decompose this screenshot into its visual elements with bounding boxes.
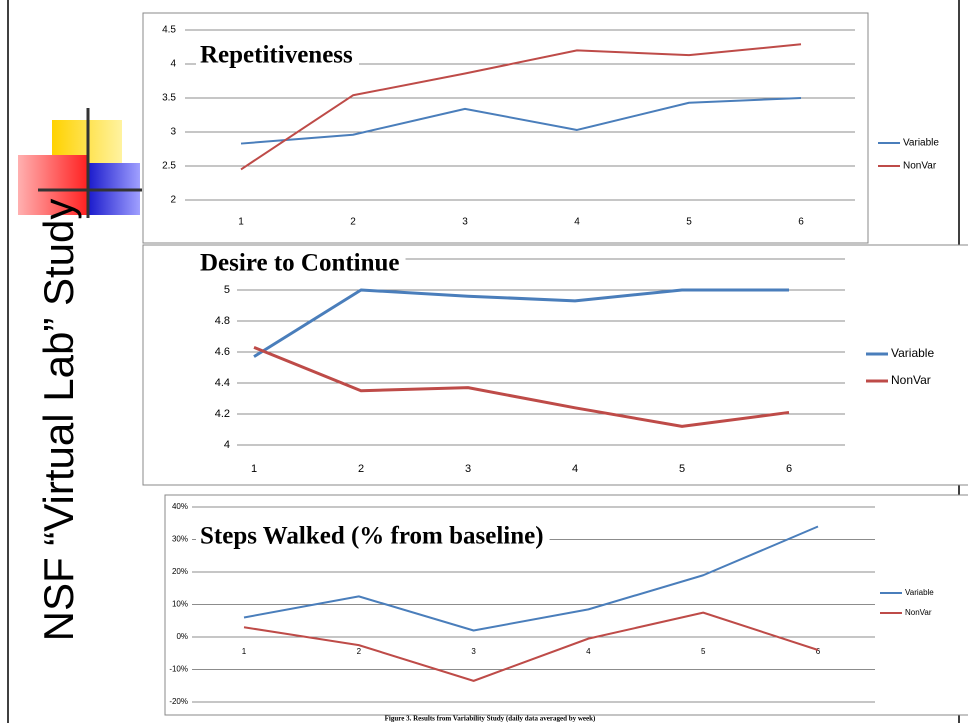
x-tick-label: 2 bbox=[350, 217, 356, 228]
y-tick-label: 5 bbox=[224, 284, 230, 296]
y-tick-label: -10% bbox=[169, 665, 188, 674]
x-tick-label: 4 bbox=[572, 463, 578, 475]
y-tick-label: 20% bbox=[172, 567, 188, 576]
chart-title: Steps Walked (% from baseline) bbox=[200, 523, 544, 550]
chart-frame bbox=[143, 245, 968, 485]
caption: Figure 3. Results from Variability Study… bbox=[385, 715, 596, 723]
x-tick-label: 3 bbox=[462, 217, 468, 228]
y-tick-label: 3.5 bbox=[162, 93, 176, 104]
y-tick-label: 4.8 bbox=[215, 315, 230, 327]
x-tick-label: 2 bbox=[358, 463, 364, 475]
y-tick-label: 2.5 bbox=[162, 161, 176, 172]
y-tick-label: 4.4 bbox=[215, 377, 230, 389]
chart-title: Repetitiveness bbox=[200, 42, 353, 69]
y-tick-label: 4 bbox=[224, 439, 230, 451]
x-tick-label: 4 bbox=[586, 647, 591, 656]
slide-title: NSF “Virtual Lab” Study bbox=[35, 199, 82, 642]
x-tick-label: 6 bbox=[798, 217, 804, 228]
x-tick-label: 1 bbox=[242, 647, 247, 656]
legend-label: NonVar bbox=[903, 161, 937, 172]
x-tick-label: 3 bbox=[465, 463, 471, 475]
x-tick-label: 5 bbox=[701, 647, 706, 656]
x-tick-label: 5 bbox=[686, 217, 692, 228]
slide: NSF “Virtual Lab” Study Figure 3. Result… bbox=[0, 0, 968, 723]
legend-label: Variable bbox=[905, 588, 934, 597]
y-tick-label: 4.6 bbox=[215, 346, 230, 358]
y-tick-label: 0% bbox=[176, 632, 188, 641]
x-tick-label: 4 bbox=[574, 217, 580, 228]
legend-label: NonVar bbox=[905, 608, 932, 617]
y-tick-label: 30% bbox=[172, 535, 188, 544]
x-tick-label: 1 bbox=[238, 217, 244, 228]
legend-label: NonVar bbox=[891, 373, 931, 387]
x-tick-label: 6 bbox=[816, 647, 821, 656]
x-tick-label: 2 bbox=[357, 647, 362, 656]
y-tick-label: -20% bbox=[169, 697, 188, 706]
y-tick-label: 4.5 bbox=[162, 25, 176, 36]
y-tick-label: 40% bbox=[172, 502, 188, 511]
y-tick-label: 4 bbox=[170, 59, 176, 70]
legend-label: Variable bbox=[891, 346, 934, 360]
y-tick-label: 10% bbox=[172, 600, 188, 609]
chart-title: Desire to Continue bbox=[200, 250, 400, 277]
y-tick-label: 3 bbox=[170, 127, 176, 138]
y-tick-label: 2 bbox=[170, 195, 176, 206]
x-tick-label: 1 bbox=[251, 463, 257, 475]
x-tick-label: 5 bbox=[679, 463, 685, 475]
y-tick-label: 4.2 bbox=[215, 408, 230, 420]
x-tick-label: 3 bbox=[471, 647, 476, 656]
x-tick-label: 6 bbox=[786, 463, 792, 475]
legend-label: Variable bbox=[903, 138, 939, 149]
